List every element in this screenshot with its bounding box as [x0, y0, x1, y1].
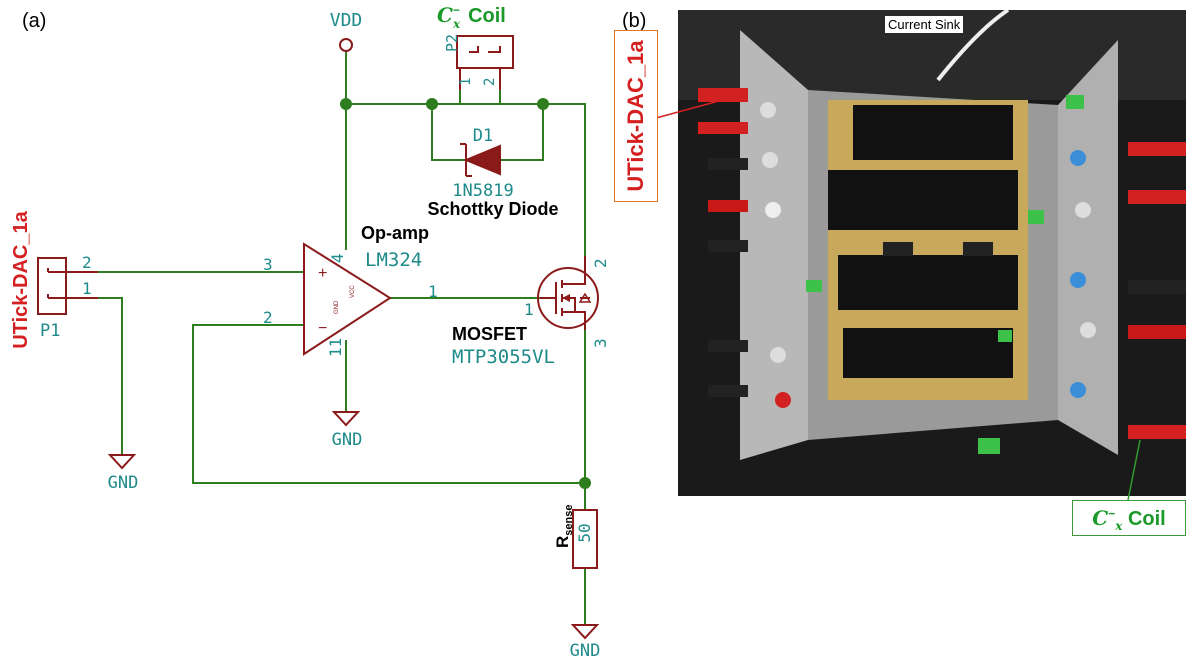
opamp-value: LM324 [365, 249, 422, 271]
panel-b-label: (b) [622, 10, 647, 32]
resistor-rsense: 50 Rsense [553, 505, 598, 569]
coil-callout-box: C−x Coil [1072, 500, 1186, 536]
photo-illustration [678, 10, 1186, 496]
opamp-plus: + [318, 265, 327, 282]
vdd-symbol: VDD [330, 10, 363, 52]
opamp-minus: − [318, 320, 327, 337]
junction-dots [340, 98, 591, 489]
mosfet-pin2: 2 [591, 258, 610, 268]
gnd-symbol-opamp: GND [332, 411, 363, 450]
opamp-pin1: 1 [428, 282, 438, 301]
hardware-photo [678, 10, 1186, 496]
p1-pin2: 2 [82, 253, 92, 272]
utick-callout-text: UTick-DAC_1a [623, 40, 648, 192]
mosfet-value: MTP3055VL [452, 346, 555, 368]
svg-text:GND: GND [332, 430, 363, 450]
photo-title: Current Sink [885, 16, 964, 33]
panel-a-label: (a) [22, 10, 47, 32]
coil-callout-text: C−x Coil [1092, 506, 1166, 533]
opamp-vcc-text: VCC [350, 285, 356, 298]
coil-connector-p2: P2 1 2 C− x Coil [437, 3, 514, 90]
mosfet-desc: MOSFET [452, 324, 527, 344]
utick-callout-box: UTick-DAC_1a [614, 30, 658, 202]
p1-side-label: UTick-DAC_1a [10, 210, 32, 348]
p2-pin2: 2 [482, 78, 498, 86]
opamp-gnd-text: GND [334, 300, 340, 314]
circuit-schematic: VDD P2 1 2 C− x Coil D1 1N5819 Schottky Di… [10, 3, 610, 659]
mosfet-pin1: 1 [524, 300, 534, 319]
opamp-lm324: + − VCC GND 3 2 1 4 11 Op-amp LM324 [263, 223, 438, 357]
coil-title: C− x Coil [437, 3, 506, 31]
opamp-pin4: 4 [328, 253, 347, 263]
resistor-value: 50 [575, 523, 594, 542]
gnd-symbol-bottom: GND [570, 624, 601, 659]
p2-ref: P2 [443, 34, 461, 52]
opamp-pin3: 3 [263, 255, 273, 274]
wires [98, 52, 586, 625]
diode-value: 1N5819 [452, 181, 513, 201]
p2-pin1: 1 [458, 78, 474, 86]
opamp-pin11: 11 [326, 338, 345, 357]
svg-text:GND: GND [108, 473, 139, 493]
vdd-label: VDD [330, 10, 363, 31]
svg-text:GND: GND [570, 641, 601, 659]
connector-p1: 2 1 P1 UTick-DAC_1a [10, 210, 98, 349]
p1-pin1: 1 [82, 279, 92, 298]
opamp-pin2: 2 [263, 308, 273, 327]
gnd-symbol-left: GND [108, 454, 139, 493]
mosfet-mtp3055vl: 1 2 3 MOSFET MTP3055VL [452, 256, 610, 368]
diode-d1: D1 1N5819 Schottky Diode [427, 126, 558, 219]
opamp-desc: Op-amp [361, 223, 429, 243]
resistor-label: Rsense [553, 505, 575, 548]
mosfet-pin3: 3 [591, 338, 610, 348]
diode-ref: D1 [473, 126, 493, 146]
p1-ref: P1 [40, 321, 60, 341]
diode-desc: Schottky Diode [427, 199, 558, 219]
